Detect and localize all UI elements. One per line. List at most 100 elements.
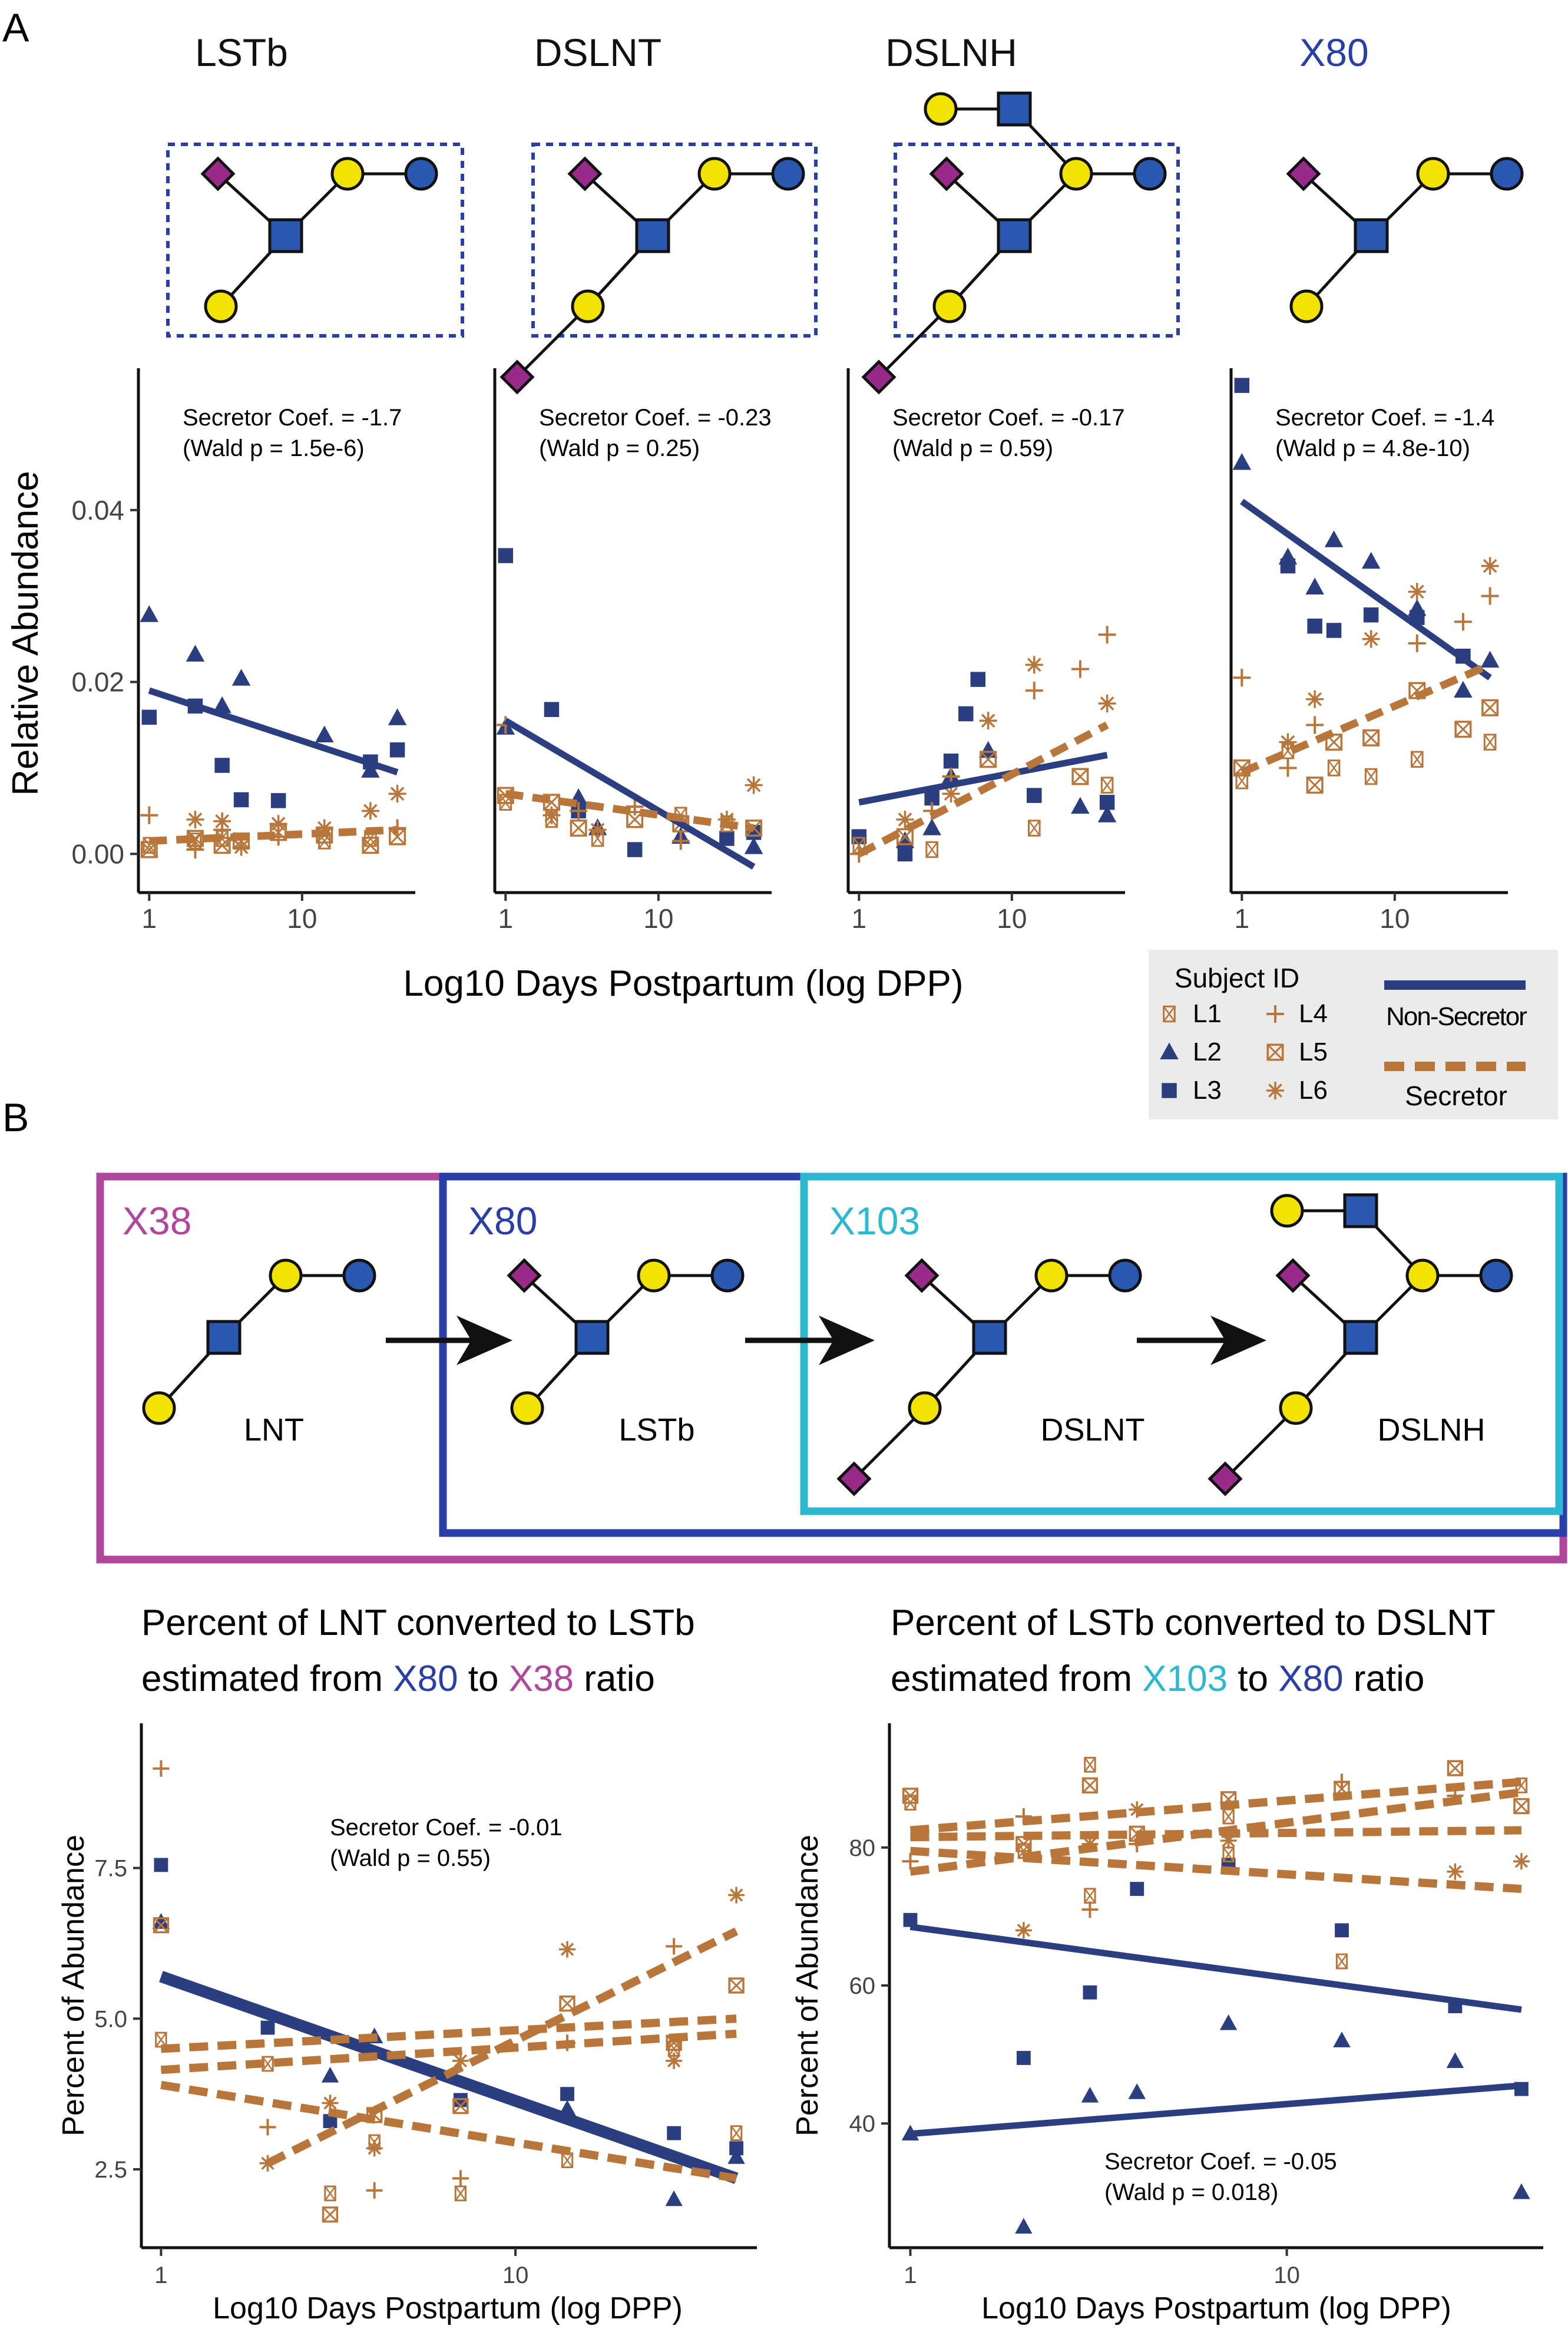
legend-title: Subject ID	[1175, 963, 1299, 993]
fit-line-nonsecretor	[1240, 498, 1492, 680]
right-title-post: ratio	[1344, 1659, 1425, 1699]
left-plot-title-line2: estimated from X80 to X38 ratio	[141, 1659, 655, 1699]
y-tick-label: 5.0	[94, 2006, 127, 2032]
y-tick-label: 2.5	[94, 2157, 127, 2183]
point-l6	[1098, 695, 1116, 713]
point-l1	[545, 811, 558, 828]
point-l5-box	[980, 751, 997, 768]
point-l5	[1081, 1777, 1099, 1794]
point-l5-x	[729, 1978, 745, 1993]
panel-a-glycan-structures	[166, 91, 1524, 395]
data-points	[152, 1760, 745, 2223]
point-l6	[559, 1941, 576, 1958]
point-l3	[958, 706, 974, 722]
point-l5-box	[153, 1917, 170, 1934]
point-l1-x	[1101, 777, 1113, 794]
point-l4	[452, 2170, 469, 2187]
sialic-diamond	[929, 156, 964, 191]
fit-line-secretor	[910, 1826, 1522, 1842]
point-l1-x	[1163, 1006, 1176, 1022]
left-title-b: X38	[509, 1659, 574, 1699]
y-tick-label: 40	[849, 2111, 876, 2137]
point-l1-box	[324, 2185, 336, 2202]
point-l5-x	[322, 2206, 338, 2222]
galactose-circle	[510, 1391, 544, 1425]
point-l2	[321, 2067, 339, 2083]
point-l4	[570, 802, 588, 820]
point-l4	[1098, 626, 1116, 644]
point-l3	[1280, 558, 1296, 574]
point-l2	[152, 1913, 170, 1929]
point-l5-x	[1447, 1760, 1463, 1776]
point-l6-ray	[560, 1942, 574, 1956]
point-l5	[1513, 1798, 1530, 1815]
point-l1	[1335, 1953, 1348, 1970]
fit-line-secretor	[505, 789, 755, 832]
point-l6-ray	[746, 778, 761, 792]
point-l6	[1266, 1082, 1284, 1099]
y-tick-label: 0.02	[71, 667, 124, 698]
point-l1-box	[1327, 759, 1341, 777]
point-l2	[1160, 1042, 1179, 1059]
x-tick-label: 1	[904, 2262, 917, 2288]
fit-lines	[857, 721, 1109, 858]
point-l1-x	[1282, 742, 1294, 759]
point-l1-box	[1335, 1953, 1348, 1970]
point-l3	[214, 758, 230, 773]
panel-b-label: B	[2, 1095, 29, 1140]
point-l4	[1081, 1901, 1099, 1918]
point-l4	[213, 821, 231, 839]
point-l6-ray	[1308, 692, 1322, 706]
point-l6-ray	[667, 2054, 681, 2068]
point-l5-x	[452, 2098, 468, 2114]
y-tick-label: 0.04	[71, 495, 124, 526]
point-l3	[719, 831, 735, 846]
fit-line-secretor	[857, 721, 1109, 858]
data-points	[140, 605, 407, 859]
galactose-circle	[924, 92, 958, 126]
point-l5-x	[1306, 777, 1323, 794]
point-l3	[627, 842, 643, 857]
point-l5-box	[1081, 1777, 1099, 1794]
glcnac-square	[997, 218, 1032, 253]
point-l5-x	[153, 1917, 169, 1933]
x-tick-label: 10	[502, 2262, 529, 2288]
point-l1	[1410, 751, 1424, 768]
point-l4	[1408, 634, 1426, 652]
point-l4	[366, 2182, 383, 2199]
point-l6-ray	[1281, 735, 1295, 749]
facet-titles: LSTb DSLNT DSLNH X80	[195, 31, 1369, 74]
x-tick-label: 10	[1380, 903, 1410, 934]
right-title-b: X80	[1278, 1659, 1343, 1699]
point-l4	[140, 806, 158, 824]
point-l6-ray	[234, 840, 249, 854]
point-l5-x	[1233, 759, 1251, 777]
point-l1	[1100, 777, 1114, 794]
point-l3	[389, 742, 405, 758]
point-l6	[186, 810, 204, 828]
galactose-circle	[1059, 157, 1093, 191]
point-l5	[452, 2097, 469, 2115]
point-l5	[980, 751, 997, 768]
point-l1-x	[1411, 751, 1424, 768]
point-l5-x	[1481, 699, 1498, 716]
fit-lines	[1240, 498, 1492, 776]
panel-a-plots: 1 10 0.00 0.02 0.04 Secretor Coef. = -1.7 (Wal…	[71, 368, 1508, 934]
secretor-coef: Secretor Coef. = -1.7	[183, 405, 402, 431]
point-l5-box	[745, 820, 763, 837]
point-l4	[1266, 1005, 1284, 1023]
galactose-circle	[142, 1391, 176, 1425]
point-l2	[1513, 2183, 1530, 2199]
point-l4	[1071, 660, 1089, 678]
galactose-circle	[571, 289, 605, 323]
point-l3	[943, 754, 959, 769]
galactose-circle	[637, 1258, 671, 1293]
glucose-circle	[710, 1258, 745, 1293]
point-l1	[1084, 1888, 1096, 1904]
secretor-coef: Secretor Coef. = -0.17	[892, 405, 1125, 431]
point-l5-x	[543, 794, 560, 811]
point-l1-x	[1018, 1844, 1030, 1859]
point-l6	[979, 712, 997, 730]
point-l3	[1130, 1882, 1144, 1896]
fit-lines	[159, 1927, 739, 2184]
